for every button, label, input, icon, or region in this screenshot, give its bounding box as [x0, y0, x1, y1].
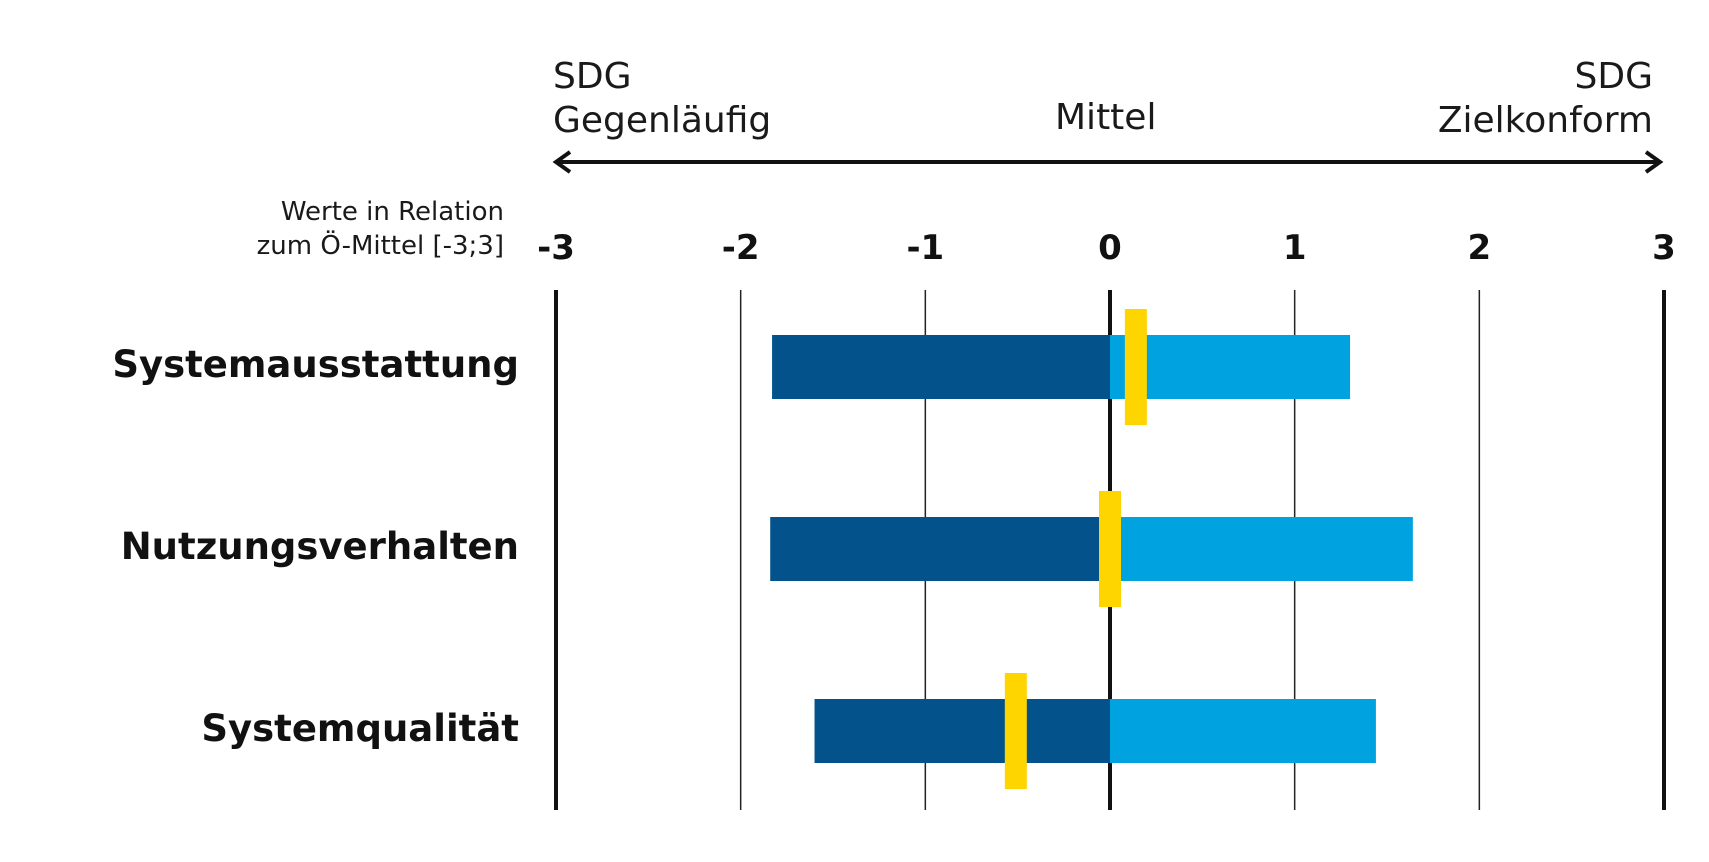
header-left-line1: SDG	[553, 56, 632, 97]
tick-label-5: 2	[1467, 228, 1491, 268]
axis-note-line2: zum Ö-Mittel [-3;3]	[256, 231, 504, 261]
arrow-left-head	[552, 150, 572, 174]
marker-1	[1099, 491, 1121, 607]
markers	[1004, 309, 1147, 789]
bar-negative-2	[814, 699, 1110, 763]
axis-note: Werte in Relation zum Ö-Mittel [-3;3]	[257, 195, 504, 263]
header-arrow	[552, 150, 1664, 174]
header-right-line2: Zielkonform	[1437, 100, 1653, 141]
arrow-right-head	[1644, 150, 1664, 174]
axis-note-line1: Werte in Relation	[280, 197, 504, 227]
bars	[770, 335, 1413, 763]
category-label-2: Systemqualität	[201, 707, 519, 750]
tick-label-3: 0	[1098, 228, 1122, 268]
header-left-line2: Gegenläufig	[553, 100, 772, 141]
tick-label-6: 3	[1652, 228, 1676, 268]
bar-positive-2	[1110, 699, 1376, 763]
tick-label-4: 1	[1283, 228, 1307, 268]
tick-label-0: -3	[537, 228, 575, 268]
tick-labels: -3 -2 -1 0 1 2 3	[537, 228, 1676, 268]
bar-negative-1	[770, 517, 1110, 581]
marker-2	[1004, 673, 1027, 789]
header-right-line1: SDG	[1574, 56, 1653, 97]
marker-0	[1124, 309, 1147, 425]
bar-positive-0	[1110, 335, 1351, 399]
category-label-0: Systemausstattung	[112, 343, 519, 386]
category-label-1: Nutzungsverhalten	[120, 525, 519, 568]
bar-negative-0	[772, 335, 1110, 399]
bar-positive-1	[1110, 517, 1413, 581]
header-center: Mittel	[1055, 97, 1157, 138]
tick-label-2: -1	[906, 228, 944, 268]
tick-label-1: -2	[722, 228, 760, 268]
